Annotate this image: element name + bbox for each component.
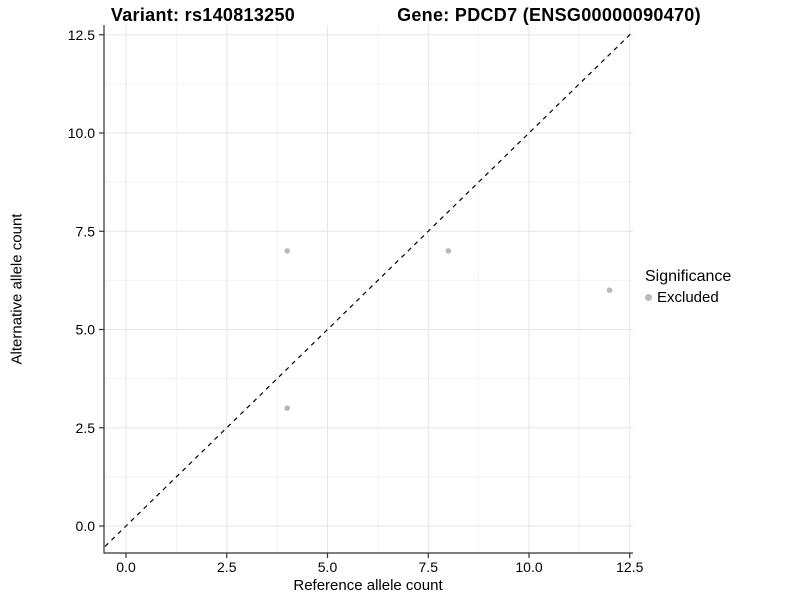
x-tick-label: 7.5 [419,559,439,575]
legend-title: Significance [645,268,732,285]
y-tick-label: 7.5 [76,223,96,239]
y-tick-label: 5.0 [76,322,96,338]
y-tick-label: 10.0 [68,125,95,141]
y-axis-title: Alternative allele count [8,213,26,365]
data-point [445,248,452,254]
legend-item-excluded: Excluded [645,289,731,306]
legend: Significance Excluded [645,268,731,306]
data-point [606,287,613,294]
plot-title-gene: Gene: PDCD7 (ENSG00000090470) [397,5,701,25]
data-point [284,405,291,411]
identity-line [104,30,633,549]
legend-point-icon [645,294,652,301]
y-tick-label: 0.0 [76,518,96,534]
y-tick-label: 2.5 [76,420,96,436]
x-tick-label: 0.0 [116,559,136,575]
x-tick-label: 5.0 [318,559,338,575]
x-axis-title: Reference allele count [293,577,443,594]
legend-item-label: Excluded [657,289,719,306]
x-tick-label: 12.5 [616,559,643,575]
x-tick-label: 2.5 [217,559,237,575]
plot-title-variant: Variant: rs140813250 [110,5,296,25]
y-tick-label: 12.5 [68,27,95,43]
x-tick-label: 10.0 [515,559,542,575]
data-point [284,248,291,254]
